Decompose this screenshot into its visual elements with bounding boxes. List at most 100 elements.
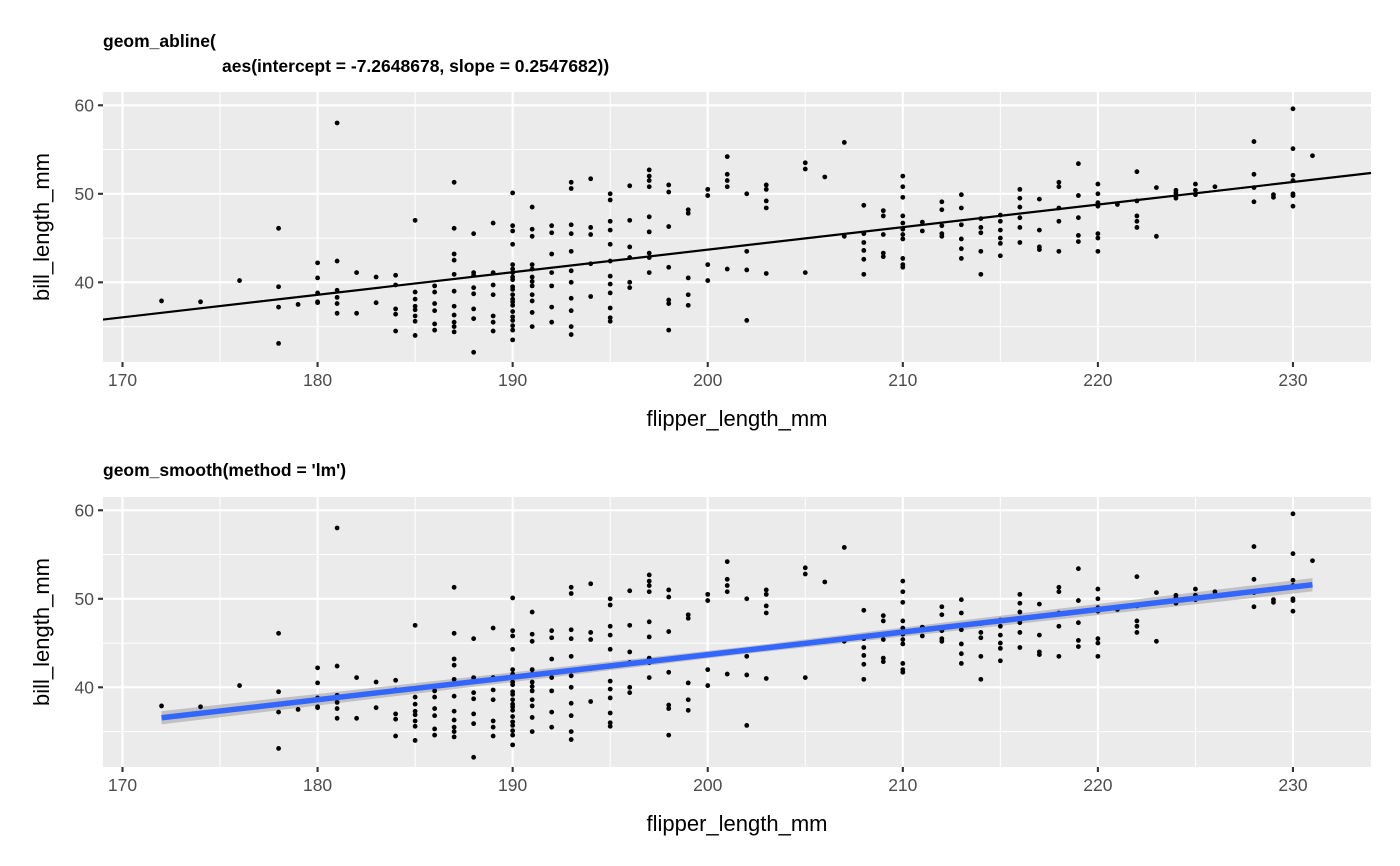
data-point [763, 186, 769, 192]
data-point [471, 316, 477, 322]
data-point [1095, 231, 1101, 237]
data-point [451, 724, 457, 730]
data-point [978, 225, 984, 230]
data-point [1251, 139, 1257, 144]
data-point [529, 233, 535, 239]
data-point [568, 179, 574, 185]
data-point [529, 688, 535, 694]
y-tick-label: 50 [75, 589, 95, 609]
data-point [705, 278, 711, 283]
data-point [880, 637, 886, 642]
data-point [568, 729, 574, 734]
data-point [549, 251, 555, 257]
data-point [568, 332, 574, 337]
data-point [1036, 632, 1042, 638]
data-point [1075, 598, 1081, 603]
data-point [412, 622, 418, 628]
data-point [276, 284, 281, 290]
data-point [451, 329, 457, 335]
data-point [724, 184, 730, 190]
data-point [1271, 599, 1276, 605]
data-point [646, 178, 652, 183]
data-point [510, 262, 516, 268]
data-point [1056, 179, 1062, 185]
data-point [568, 713, 574, 719]
data-point [607, 695, 613, 701]
data-point [1036, 247, 1042, 252]
x-axis-title: flipper_length_mm [647, 811, 828, 836]
data-point [646, 250, 652, 256]
x-tick-label: 180 [303, 370, 332, 390]
data-point [666, 594, 672, 600]
data-point [529, 204, 535, 210]
data-point [334, 699, 340, 705]
data-point [432, 289, 438, 295]
data-point [510, 323, 516, 329]
data-point [705, 667, 711, 673]
data-point [373, 679, 379, 685]
data-point [861, 256, 867, 262]
data-point [861, 676, 867, 682]
data-point [939, 604, 945, 610]
x-tick-label: 170 [108, 775, 137, 795]
data-point [861, 645, 867, 650]
data-point [354, 675, 359, 680]
data-point [1017, 240, 1023, 245]
data-point [510, 732, 516, 738]
data-point [393, 328, 399, 334]
data-point [510, 241, 516, 247]
data-point [666, 732, 672, 738]
data-point [373, 705, 379, 711]
data-point [510, 704, 516, 710]
data-layer [159, 511, 1315, 760]
data-point [1290, 511, 1296, 517]
data-point [529, 324, 535, 329]
data-point [588, 581, 594, 587]
data-point [685, 210, 691, 216]
data-point [549, 724, 555, 730]
data-point [978, 676, 984, 682]
data-point [744, 722, 750, 728]
data-point [802, 571, 808, 577]
data-point [627, 183, 633, 189]
data-point [529, 292, 535, 298]
data-point [763, 198, 769, 204]
data-point [529, 279, 535, 284]
data-point [744, 191, 750, 197]
data-point [510, 742, 516, 748]
data-point [685, 612, 691, 618]
data-point [939, 223, 945, 229]
data-point [666, 264, 672, 270]
data-point [978, 271, 984, 277]
data-point [393, 272, 399, 278]
data-point [237, 278, 242, 283]
data-point [958, 627, 964, 633]
data-point [685, 697, 691, 703]
data-point [1134, 225, 1140, 230]
data-point [588, 630, 594, 635]
data-point [822, 174, 828, 180]
data-point [1212, 184, 1218, 190]
data-point [1310, 153, 1315, 159]
data-point [393, 311, 399, 317]
data-point [451, 225, 457, 231]
data-point [685, 680, 691, 686]
data-point [646, 578, 652, 584]
data-point [958, 246, 964, 252]
data-point [315, 300, 320, 306]
y-axis-title: bill_length_mm [29, 153, 54, 301]
data-point [880, 254, 886, 260]
data-point [529, 631, 535, 637]
data-point [1036, 601, 1042, 607]
data-point [568, 627, 574, 633]
data-point [900, 220, 906, 226]
data-point [510, 682, 516, 688]
abline-panel: geom_abline( aes(intercept = -7.2648678,… [29, 31, 1372, 431]
data-point [549, 283, 555, 289]
data-point [568, 295, 574, 301]
data-point [607, 191, 613, 197]
data-point [549, 635, 555, 641]
data-point [627, 649, 633, 655]
plot-title: geom_smooth(method = 'lm') [103, 460, 346, 480]
data-point [1290, 172, 1296, 178]
